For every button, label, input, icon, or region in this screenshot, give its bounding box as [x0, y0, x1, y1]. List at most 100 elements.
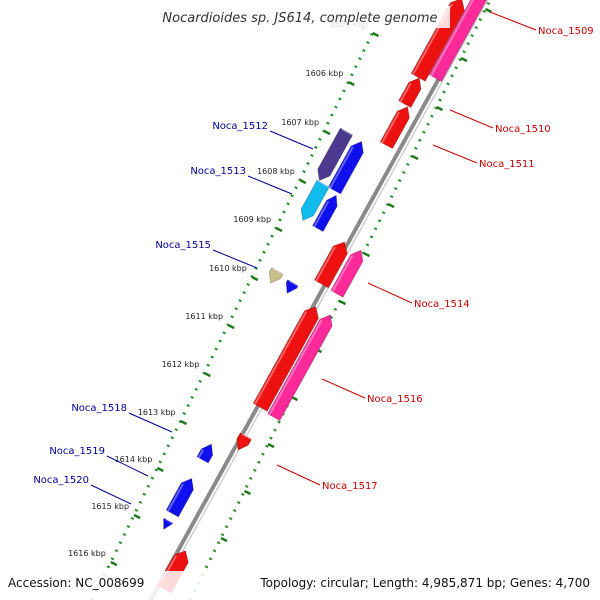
gene-label-forward[interactable]: Noca_1509 — [538, 26, 594, 37]
tick-mark — [243, 489, 252, 496]
gene-leader-line — [106, 455, 149, 477]
gene-label-forward[interactable]: Noca_1517 — [322, 481, 378, 492]
tick-label: 1612 kbp — [162, 360, 200, 369]
gene-reverse-1513a-highlight — [318, 180, 332, 189]
tick-label: 1611 kbp — [185, 312, 223, 321]
topology-summary: Topology: circular; Length: 4,985,871 bp… — [259, 576, 590, 590]
tick-mark — [220, 536, 228, 543]
tick-mark — [133, 513, 141, 520]
tick-mark — [267, 442, 275, 449]
gene-reverse-1513b — [312, 194, 338, 233]
tick-track-right — [188, 0, 492, 600]
gene-forward-1511-highlight — [381, 111, 400, 144]
gene-reverse-1519 — [165, 477, 194, 518]
tick-mark — [387, 202, 395, 209]
gene-leader-line — [128, 412, 173, 433]
gene-reverse-1512a-highlight — [341, 128, 355, 137]
gene-reverse-1513a — [300, 179, 330, 221]
gene-reverse-1512b — [327, 140, 364, 195]
tick-mark — [347, 80, 355, 87]
tick-mark — [371, 31, 380, 38]
gene-forward-1509b-highlight — [430, 0, 475, 77]
gene-leader-line — [247, 175, 293, 195]
map-title: Nocardioides sp. JS614, complete genome — [162, 11, 437, 26]
gene-label-forward[interactable]: Noca_1510 — [495, 124, 551, 135]
gene-leader-line — [489, 11, 537, 31]
tick-mark — [227, 323, 235, 330]
gene-label-reverse[interactable]: Noca_1519 — [49, 446, 105, 457]
gene-reverse-1515b — [285, 279, 299, 294]
gene-leader-line — [269, 130, 314, 150]
gene-label-reverse[interactable]: Noca_1512 — [212, 121, 268, 132]
tick-label: 1614 kbp — [115, 455, 153, 464]
footer-backdrop — [0, 571, 600, 600]
gene-leader-line — [449, 109, 494, 129]
tick-mark — [484, 7, 493, 14]
gene-reverse-1512b-highlight — [329, 146, 354, 189]
gene-leader-line — [432, 144, 478, 164]
tick-label: 1608 kbp — [257, 167, 295, 176]
gene-leader-line — [276, 464, 321, 486]
gene-labels: Noca_1509 Noca_1510 Noca_1511 Noca_1514 Noca… — [33, 11, 594, 505]
tick-mark — [110, 560, 118, 567]
gene-forward-1514a-highlight — [315, 246, 336, 282]
gene-reverse-1519-highlight — [167, 483, 184, 512]
gene-leader-line — [90, 484, 132, 505]
tick-mark — [180, 419, 188, 426]
gene-reverse-1520-highlight — [165, 518, 176, 525]
tick-mark — [275, 226, 283, 233]
tick-mark — [156, 466, 164, 473]
gene-reverse-1518-highlight — [197, 449, 204, 459]
tick-track-left — [90, 27, 377, 600]
gene-reverse-1513b-highlight — [313, 200, 330, 228]
tick-label: 1609 kbp — [233, 215, 271, 224]
accession-text: Accession: NC_008699 — [8, 576, 144, 590]
gene-leader-line — [321, 378, 366, 399]
gene-forward-1516a — [252, 306, 319, 412]
gene-forward-1517-highlight — [241, 432, 254, 441]
gene-forward-1509b — [428, 0, 488, 83]
gene-label-forward[interactable]: Noca_1514 — [414, 299, 470, 310]
gene-forward-1514b — [330, 249, 364, 298]
gene-forward-1511 — [379, 106, 410, 150]
gene-forward-1516b-highlight — [268, 319, 323, 416]
tick-mark — [338, 299, 347, 306]
tick-label: 1606 kbp — [306, 69, 344, 78]
gene-reverse-1520 — [163, 517, 174, 531]
tick-label: 1616 kbp — [68, 549, 106, 558]
tick-mark — [460, 56, 468, 63]
tick-label: 1610 kbp — [209, 264, 247, 273]
gene-label-reverse[interactable]: Noca_1520 — [33, 475, 89, 486]
tick-mark — [323, 129, 331, 136]
gene-forward-1516b — [267, 314, 333, 422]
title-backdrop — [150, 6, 450, 28]
gene-label-reverse[interactable]: Noca_1515 — [155, 240, 211, 251]
gene-label-reverse[interactable]: Noca_1513 — [190, 166, 246, 177]
gene-leader-line — [367, 282, 413, 304]
gene-forward-1510-highlight — [399, 82, 412, 103]
gene-label-reverse[interactable]: Noca_1518 — [71, 403, 127, 414]
tick-mark — [435, 105, 444, 112]
tick-label: 1615 kbp — [91, 502, 129, 511]
gene-other-1515-highlight — [272, 267, 286, 276]
tick-mark — [411, 154, 419, 161]
gene-label-forward[interactable]: Noca_1511 — [479, 159, 535, 170]
gene-forward-1514a — [313, 241, 348, 289]
tick-mark — [203, 371, 211, 378]
tick-dot-tracks — [90, 0, 492, 600]
gene-reverse-1518 — [196, 443, 214, 464]
gene-forward-1517 — [236, 432, 253, 451]
gene-other-1515 — [268, 267, 284, 284]
tick-mark — [251, 275, 259, 282]
tick-label: 1613 kbp — [138, 408, 176, 417]
gene-reverse-1512a — [317, 127, 354, 182]
backbone — [148, 0, 489, 600]
gene-leader-line — [212, 249, 258, 269]
tick-mark — [362, 251, 371, 258]
gene-label-forward[interactable]: Noca_1516 — [367, 394, 423, 405]
backbone-shadow — [155, 0, 489, 600]
gene-features — [156, 0, 488, 594]
